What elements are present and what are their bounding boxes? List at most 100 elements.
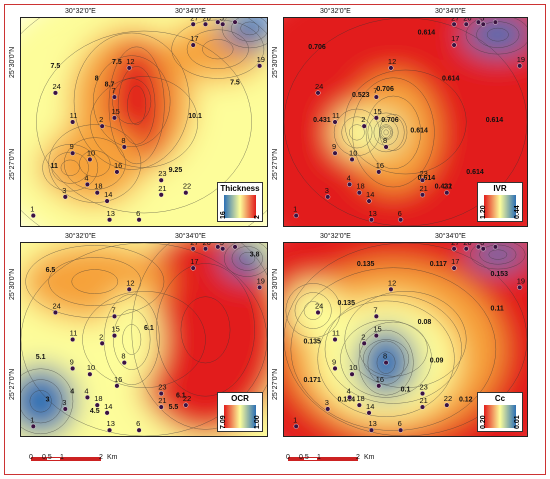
- ocr-contour-label: 3.8: [250, 252, 260, 259]
- thickness-contour-line: [51, 151, 89, 184]
- cc-contour-line: [363, 339, 410, 379]
- thickness-map: 7.58.77.587.510.19.251112345678910111213…: [21, 18, 267, 226]
- ocr-contour-line: [21, 368, 74, 435]
- thickness-legend-colorbar: [224, 195, 256, 218]
- lon-label-left-bot2: 30°32'0"E: [320, 233, 351, 240]
- ivr-contour-line: [333, 108, 380, 157]
- thickness-legend-title: Thickness: [220, 184, 260, 193]
- thickness-contour-line: [231, 18, 267, 42]
- ivr-map: 0.706 0.614 0.614 0.614 0.706 0.614 0.523 0.614…: [284, 18, 527, 226]
- station-marker: [376, 169, 382, 175]
- thickness-contour-label: 11: [51, 163, 59, 170]
- thickness-contour-line: [73, 32, 190, 170]
- ocr-contour-label: 4: [70, 389, 74, 396]
- ivr-contour-label: 0.431: [435, 184, 453, 191]
- station-marker: [420, 391, 426, 397]
- station-marker: [373, 94, 379, 100]
- cc-contour-label: 0.09: [430, 358, 444, 365]
- thickness-contour-line: [240, 21, 260, 36]
- cc-contour-label: 0.11: [491, 306, 504, 313]
- ocr-contour-line: [21, 379, 63, 424]
- station-marker: [315, 90, 321, 96]
- station-label: 10: [349, 148, 357, 157]
- lon-label-left-bot1: 30°32'0"E: [65, 233, 96, 240]
- station-marker: [325, 406, 331, 412]
- station-label: 21: [158, 396, 166, 405]
- station-label: 9: [70, 142, 74, 151]
- ivr-contour-label: 0.614: [418, 175, 436, 182]
- station-label: 20: [475, 243, 483, 245]
- ivr-contour-line: [486, 27, 509, 42]
- thickness-contour-line: [79, 150, 111, 177]
- cc-contour-label: 0.135: [337, 300, 355, 307]
- ivr-contour-label: 0.706: [308, 44, 326, 51]
- station-marker: [232, 244, 238, 250]
- station-marker: [190, 42, 196, 48]
- ocr-contour-line: [82, 291, 206, 388]
- ocr-contour-line: [180, 296, 231, 364]
- station-label: 6: [398, 419, 402, 428]
- station-label: 22: [444, 182, 452, 191]
- station-label: 9: [70, 357, 74, 366]
- station-marker: [325, 194, 331, 200]
- station-marker: [444, 402, 450, 408]
- station-marker: [111, 333, 117, 339]
- station-label: 25: [492, 243, 500, 245]
- station-label: 19: [257, 276, 265, 285]
- station-label: 13: [107, 419, 115, 428]
- station-label: 25: [492, 18, 500, 20]
- ocr-contour-label: 5.1: [36, 354, 46, 361]
- station-marker: [87, 156, 93, 162]
- scale-tick-3b: 2: [356, 454, 360, 461]
- station-label: 11: [332, 111, 340, 120]
- station-label: 14: [104, 190, 112, 199]
- station-marker: [480, 246, 486, 252]
- ivr-contour-line: [383, 129, 389, 136]
- scale-tick-0b: 0: [286, 454, 290, 461]
- station-marker: [373, 115, 379, 121]
- cc-contour-line: [317, 300, 455, 417]
- cc-contour-line: [479, 244, 517, 265]
- station-marker: [463, 246, 469, 252]
- station-marker: [183, 402, 189, 408]
- station-label: 6: [136, 209, 140, 218]
- station-marker: [111, 94, 117, 100]
- station-label: 16: [114, 161, 122, 170]
- station-marker: [356, 402, 362, 408]
- station-label: 26: [463, 243, 471, 247]
- ivr-contour-label: 0.431: [313, 117, 331, 124]
- cc-legend-colorbar: [484, 405, 516, 428]
- station-marker: [347, 181, 353, 187]
- thickness-contour-label: 7.5: [51, 63, 61, 70]
- station-label: 12: [126, 278, 134, 287]
- station-label: 18: [94, 394, 102, 403]
- lon-label-right-bot1: 30°34'0"E: [175, 233, 206, 240]
- ivr-contour-label: 0.523: [352, 92, 370, 99]
- station-marker: [107, 217, 113, 223]
- thickness-contour-line: [42, 144, 99, 192]
- ivr-surface-3: [378, 124, 394, 141]
- cc-contour-line: [470, 243, 526, 270]
- ivr-contour-label: 0.614: [442, 75, 460, 82]
- station-label: 3: [62, 398, 66, 407]
- lat-label-bot-p2: 25°27'0"N: [9, 368, 16, 400]
- station-label: 21: [158, 184, 166, 193]
- cc-contour-label: 0.117: [430, 261, 447, 268]
- thickness-contour-line: [117, 66, 156, 145]
- station-marker: [492, 244, 498, 250]
- station-label: 6: [136, 419, 140, 428]
- station-label: 3: [325, 398, 329, 407]
- ivr-contour-label: 0.614: [486, 117, 504, 124]
- station-marker: [347, 394, 353, 400]
- ocr-surface-4: [222, 243, 267, 278]
- station-label: 1: [293, 415, 297, 424]
- ocr-legend: OCR 7.09 1.00: [217, 392, 263, 432]
- cc-contour-line: [358, 329, 414, 396]
- station-marker: [136, 217, 142, 223]
- station-label: 1: [30, 415, 34, 424]
- station-marker: [398, 217, 404, 223]
- ocr-map-panel: 6.53.86.15.1344.55.56.112345678910111213…: [20, 242, 268, 437]
- ivr-legend-low: 1.20: [480, 205, 487, 219]
- station-label: 27: [451, 243, 459, 247]
- lat-label-top-p3: 25°30'0"N: [272, 268, 279, 300]
